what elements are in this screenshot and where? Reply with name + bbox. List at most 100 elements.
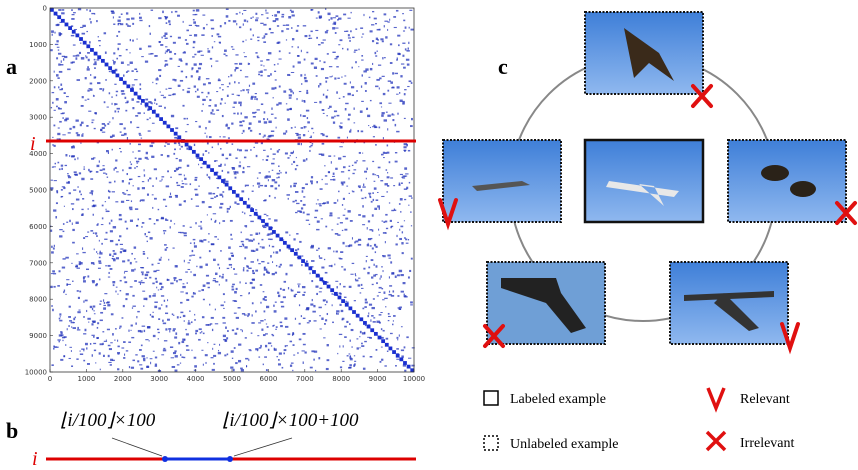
matrix-dot [93,336,95,338]
matrix-dot [222,196,223,198]
matrix-dot [203,27,205,29]
matrix-dot [286,103,287,104]
matrix-dot [219,344,220,346]
matrix-dot [255,233,258,235]
diagonal-block [243,201,247,205]
matrix-dot [148,232,150,233]
matrix-dot [291,363,294,364]
matrix-dot [374,18,377,20]
diagonal-block [392,350,396,354]
matrix-dot [54,86,56,88]
matrix-dot [195,91,196,92]
matrix-dot [183,21,184,23]
matrix-dot [376,51,377,52]
matrix-dot [121,90,124,92]
matrix-dot [218,352,221,354]
matrix-dot [106,232,108,234]
matrix-dot [83,333,86,334]
matrix-dot [119,218,122,220]
matrix-dot [124,354,125,356]
matrix-dot [120,280,122,282]
matrix-dot [261,261,264,262]
matrix-dot [297,210,300,212]
matrix-dot [68,176,71,178]
matrix-dot [131,269,134,271]
matrix-dot [52,270,55,272]
matrix-dot [157,329,159,330]
matrix-dot [248,359,249,361]
matrix-dot [54,346,57,348]
matrix-dot [401,177,403,178]
matrix-dot [263,41,266,43]
matrix-dot [130,39,131,41]
matrix-dot [325,81,327,83]
matrix-dot [191,198,193,200]
matrix-dot [65,257,68,259]
matrix-dot [345,108,347,110]
diagonal-block [97,55,101,59]
matrix-dot [335,32,337,34]
matrix-dot [310,31,312,33]
matrix-dot [301,83,302,84]
matrix-dot [277,42,280,44]
matrix-dot [159,181,161,182]
matrix-dot [238,102,241,104]
matrix-dot [83,360,85,362]
matrix-dot [383,291,385,293]
formula: ⌊i/100⌋×100+100 [222,410,359,431]
matrix-dot [129,207,132,209]
matrix-dot [259,133,261,135]
diagonal-block [327,285,331,289]
matrix-dot [208,192,211,194]
matrix-dot [109,182,112,184]
matrix-dot [395,73,398,74]
matrix-dot [93,205,94,207]
matrix-dot [208,92,210,94]
matrix-dot [206,24,207,25]
matrix-dot [149,25,150,27]
matrix-dot [325,31,328,33]
matrix-dot [113,63,115,64]
matrix-dot [230,234,232,236]
matrix-dot [106,340,107,341]
matrix-dot [245,337,247,338]
diagonal-block [378,336,382,340]
matrix-dot [403,20,405,22]
matrix-dot [237,203,240,205]
matrix-dot [343,181,345,183]
matrix-dot [102,132,105,133]
matrix-dot [248,127,250,129]
matrix-dot [102,168,105,170]
matrix-dot [198,339,201,341]
matrix-dot [390,177,393,178]
diagonal-block [75,33,79,37]
matrix-dot [154,99,156,101]
matrix-dot [306,158,307,160]
segment-end [227,456,233,462]
matrix-dot [264,296,267,298]
matrix-dot [130,121,132,123]
matrix-dot [351,67,352,69]
matrix-dot [276,265,277,266]
diagonal-block [174,132,178,136]
matrix-dot [123,74,125,76]
matrix-dot [249,122,252,124]
matrix-dot [180,317,181,318]
matrix-dot [371,315,373,317]
matrix-dot [298,61,301,63]
matrix-dot [385,232,387,233]
matrix-dot [255,93,257,94]
matrix-dot [139,133,141,135]
matrix-dot [227,210,229,212]
matrix-dot [362,74,363,76]
matrix-dot [73,44,76,45]
matrix-dot [342,230,343,231]
matrix-dot [224,53,226,55]
matrix-dot [62,258,65,259]
matrix-dot [91,335,94,336]
matrix-dot [318,203,321,204]
matrix-dot [109,348,112,350]
matrix-dot [265,345,267,347]
diagonal-block [210,168,214,172]
matrix-dot [333,251,334,253]
